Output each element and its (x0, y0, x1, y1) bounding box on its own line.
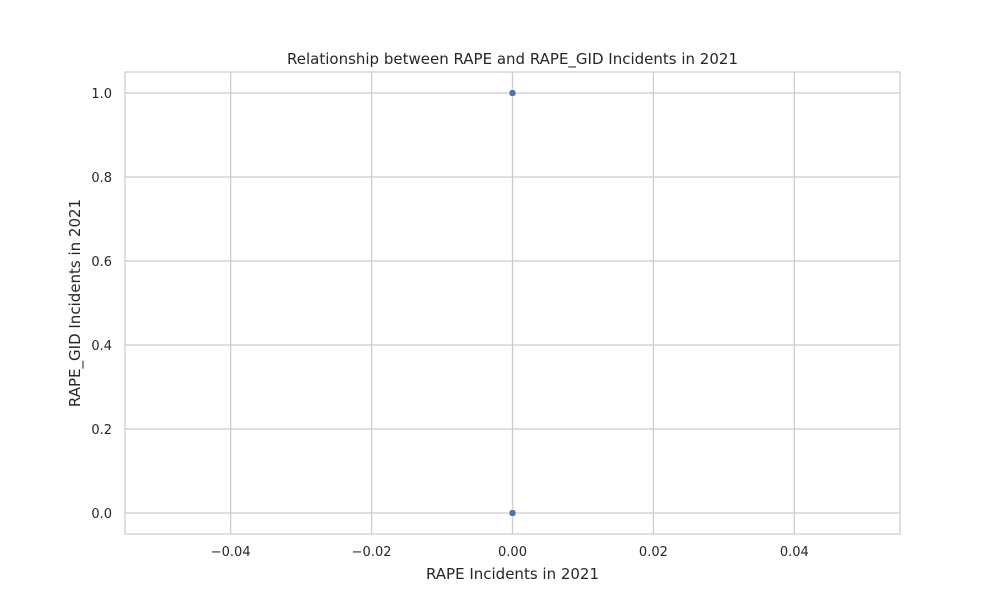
x-tick-label: 0.00 (498, 545, 527, 560)
y-tick-label: 0.2 (91, 423, 112, 438)
x-axis-label: RAPE Incidents in 2021 (426, 565, 599, 583)
y-axis-ticks: 0.0 0.2 0.4 0.6 0.8 1.0 (91, 87, 112, 522)
y-tick-label: 1.0 (91, 87, 112, 102)
y-axis-label: RAPE_GID Incidents in 2021 (66, 199, 85, 407)
y-tick-label: 0.8 (91, 171, 112, 186)
scatter-point (508, 89, 517, 97)
x-tick-label: 0.04 (780, 545, 809, 560)
x-tick-label: −0.02 (352, 545, 392, 560)
x-tick-label: −0.04 (211, 545, 251, 560)
chart-title: Relationship between RAPE and RAPE_GID I… (287, 50, 738, 69)
scatter-point (508, 509, 517, 517)
y-tick-label: 0.6 (91, 255, 112, 270)
y-tick-label: 0.4 (91, 339, 112, 354)
y-tick-label: 0.0 (91, 507, 112, 522)
data-points (508, 89, 517, 517)
x-tick-label: 0.02 (639, 545, 668, 560)
x-axis-ticks: −0.04 −0.02 0.00 0.02 0.04 (211, 545, 809, 560)
plot-area-frame (124, 71, 901, 535)
